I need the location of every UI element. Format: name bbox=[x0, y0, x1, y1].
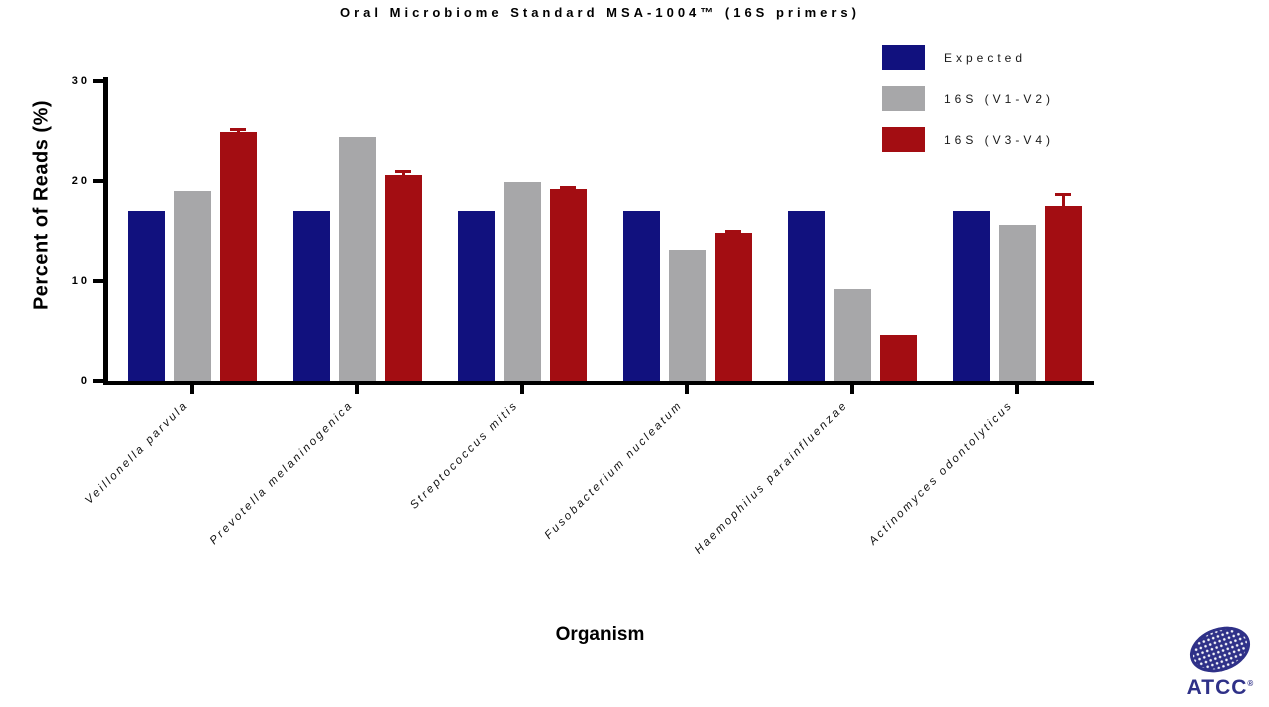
bar-expected-veillonella-parvula bbox=[127, 211, 165, 381]
error-bar-cap bbox=[230, 128, 246, 131]
bar-16s-v1-v2--actinomyces-odontolyticus bbox=[998, 225, 1036, 381]
bar-16s-v3-v4--fusobacterium-nucleatum bbox=[714, 233, 752, 381]
legend-item-16s-v1-v2-: 16S (V1-V2) bbox=[882, 86, 1054, 111]
bar-16s-v3-v4--haemophilus-parainfluenzae bbox=[879, 335, 917, 381]
atcc-logo: ATCC® bbox=[1180, 618, 1260, 700]
x-axis-line bbox=[103, 381, 1094, 385]
atcc-wordmark: ATCC bbox=[1186, 676, 1248, 699]
y-tick-10 bbox=[93, 279, 103, 283]
y-axis-line bbox=[103, 77, 108, 385]
bar-expected-haemophilus-parainfluenzae bbox=[787, 211, 825, 381]
x-category-label-prevotella-melaninogenica: Prevotella melaninogenica bbox=[207, 399, 356, 548]
error-bar-cap bbox=[560, 185, 576, 189]
plot-area: 0 10 20 30 Veillonella parvula Prevotella mel… bbox=[72, 72, 1094, 557]
y-tick-label-0: 0 bbox=[80, 375, 90, 387]
x-tick-haemophilus-parainfluenzae bbox=[850, 385, 854, 394]
bar-16s-v3-v4--actinomyces-odontolyticus bbox=[1044, 206, 1082, 381]
bar-expected-prevotella-melaninogenica bbox=[292, 211, 330, 381]
error-bar-cap bbox=[725, 230, 741, 233]
x-category-label-veillonella-parvula: Veillonella parvula bbox=[82, 399, 191, 507]
y-tick-label-20: 20 bbox=[71, 175, 90, 187]
bar-16s-v3-v4--streptococcus-mitis bbox=[549, 189, 587, 381]
legend-swatch-16s-v3-v4- bbox=[882, 127, 925, 152]
chart-title: Oral Microbiome Standard MSA-1004™ (16S … bbox=[340, 5, 860, 20]
legend-item-16s-v3-v4-: 16S (V3-V4) bbox=[882, 127, 1054, 152]
x-tick-streptococcus-mitis bbox=[520, 385, 524, 394]
bar-expected-streptococcus-mitis bbox=[457, 211, 495, 381]
error-bar-cap bbox=[1055, 193, 1071, 196]
bar-expected-fusobacterium-nucleatum bbox=[622, 211, 660, 381]
error-bar-stem bbox=[401, 171, 405, 175]
x-axis-title: Organism bbox=[555, 624, 645, 645]
x-tick-actinomyces-odontolyticus bbox=[1015, 385, 1019, 394]
bar-16s-v1-v2--haemophilus-parainfluenzae bbox=[833, 289, 871, 381]
x-category-label-fusobacterium-nucleatum: Fusobacterium nucleatum bbox=[542, 399, 686, 542]
x-tick-veillonella-parvula bbox=[190, 385, 194, 394]
y-tick-20 bbox=[93, 179, 103, 183]
x-category-label-streptococcus-mitis: Streptococcus mitis bbox=[407, 399, 521, 512]
bar-expected-actinomyces-odontolyticus bbox=[952, 211, 990, 381]
registered-mark: ® bbox=[1247, 679, 1254, 688]
bar-16s-v1-v2--streptococcus-mitis bbox=[503, 182, 541, 381]
x-tick-prevotella-melaninogenica bbox=[355, 385, 359, 394]
y-tick-label-10: 10 bbox=[71, 275, 90, 287]
legend-label-16s-v1-v2-: 16S (V1-V2) bbox=[944, 91, 1055, 106]
legend-swatch-expected bbox=[882, 45, 925, 70]
legend-item-expected: Expected bbox=[882, 45, 1054, 70]
x-category-label-actinomyces-odontolyticus: Actinomyces odontolyticus bbox=[866, 399, 1016, 548]
bar-16s-v1-v2--fusobacterium-nucleatum bbox=[668, 250, 706, 381]
x-category-label-haemophilus-parainfluenzae: Haemophilus parainfluenzae bbox=[692, 399, 851, 557]
y-tick-30 bbox=[93, 79, 103, 83]
bar-16s-v1-v2--prevotella-melaninogenica bbox=[338, 137, 376, 381]
error-bar-cap bbox=[395, 170, 411, 173]
bar-16s-v3-v4--prevotella-melaninogenica bbox=[384, 175, 422, 381]
legend-swatch-16s-v1-v2- bbox=[882, 86, 925, 111]
legend: Expected 16S (V1-V2) 16S (V3-V4) bbox=[882, 45, 1054, 168]
bar-16s-v1-v2--veillonella-parvula bbox=[173, 191, 211, 381]
error-bar-stem bbox=[1061, 194, 1065, 206]
legend-label-16s-v3-v4-: 16S (V3-V4) bbox=[944, 132, 1055, 147]
y-tick-0 bbox=[93, 379, 103, 383]
atcc-logo-text: ATCC® bbox=[1180, 672, 1260, 700]
bar-16s-v3-v4--veillonella-parvula bbox=[219, 132, 257, 381]
y-tick-label-30: 30 bbox=[71, 75, 90, 87]
legend-label-expected: Expected bbox=[944, 50, 1027, 65]
x-tick-fusobacterium-nucleatum bbox=[685, 385, 689, 394]
